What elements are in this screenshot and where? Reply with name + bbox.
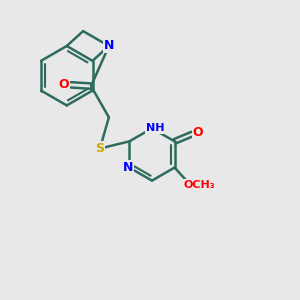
Text: S: S (95, 142, 104, 155)
Text: N: N (104, 40, 114, 52)
Text: O: O (193, 126, 203, 139)
Text: N: N (123, 161, 133, 174)
Text: NH: NH (146, 123, 164, 133)
Text: OCH₃: OCH₃ (184, 180, 215, 190)
Text: O: O (58, 78, 69, 91)
